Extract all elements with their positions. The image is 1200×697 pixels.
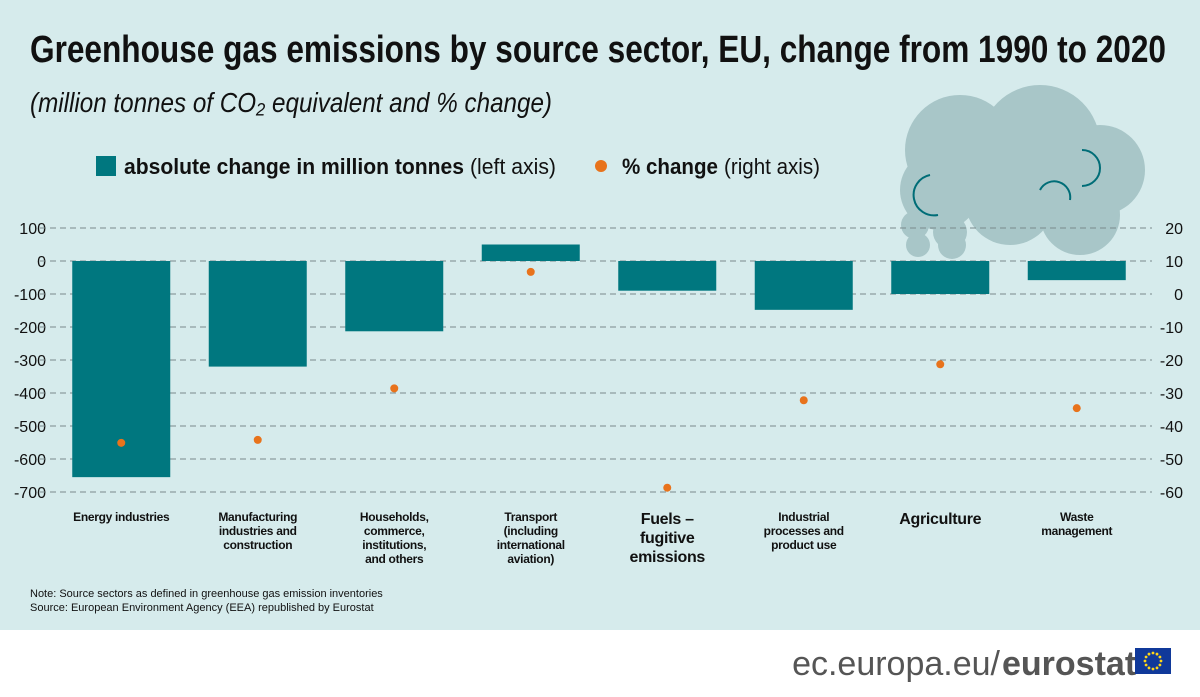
- dot: [253, 435, 262, 444]
- flag-star: [1159, 659, 1163, 663]
- x-tick-label: Agriculture: [899, 511, 982, 528]
- y2-tick-label: -40: [1160, 419, 1183, 436]
- flag-star: [1144, 655, 1148, 659]
- bar: [891, 261, 990, 294]
- y-tick-label: 0: [37, 254, 46, 271]
- dot: [390, 384, 399, 393]
- y-tick-label: 100: [19, 221, 46, 238]
- x-tick-label: Households, commerce, institutions, and …: [359, 510, 429, 566]
- dot: [936, 360, 945, 369]
- dot: [117, 438, 126, 447]
- y-tick-label: -700: [14, 485, 46, 502]
- source: Source: European Environment Agency (EEA…: [30, 602, 374, 614]
- bar: [345, 261, 444, 332]
- flag-star: [1155, 666, 1159, 670]
- legend-note: (left axis): [470, 154, 556, 179]
- flag-star: [1143, 659, 1147, 663]
- bar: [754, 261, 853, 310]
- flag-star: [1144, 663, 1148, 667]
- y-tick-label: -600: [14, 452, 46, 469]
- chart-subtitle: (million tonnes of CO₂ equivalent and % …: [30, 87, 552, 118]
- x-tick-label: Industrial processes and product use: [763, 510, 844, 552]
- eu-flag: [1135, 648, 1171, 674]
- y-tick-label: -500: [14, 419, 46, 436]
- chart-title: Greenhouse gas emissions by source secto…: [30, 29, 1166, 71]
- y-tick-label: -300: [14, 353, 46, 370]
- flag-star: [1158, 655, 1162, 659]
- dot: [1072, 404, 1081, 413]
- y-tick-label: -400: [14, 386, 46, 403]
- y-tick-label: -200: [14, 320, 46, 337]
- y2-tick-label: 10: [1165, 254, 1183, 271]
- x-tick-label: Manufacturing industries and constructio…: [218, 510, 298, 552]
- flag-star: [1147, 666, 1151, 670]
- bar: [1027, 261, 1126, 281]
- x-tick-label: Energy industries: [73, 510, 170, 524]
- bar: [618, 261, 717, 291]
- legend-label: absolute change in million tonnes: [124, 154, 464, 179]
- y-tick-label: -100: [14, 287, 46, 304]
- flag-star: [1147, 652, 1151, 656]
- flag-star: [1151, 651, 1155, 655]
- dot: [526, 267, 535, 276]
- y2-tick-label: -50: [1160, 452, 1183, 469]
- legend-swatch: [96, 156, 116, 176]
- dot: [799, 396, 808, 405]
- flag-star: [1158, 663, 1162, 667]
- legend-swatch: [595, 160, 607, 172]
- dot: [663, 483, 672, 492]
- y2-tick-label: -10: [1160, 320, 1183, 337]
- y2-tick-label: -60: [1160, 485, 1183, 502]
- footer-site: ec.europa.eu/: [792, 645, 1000, 683]
- y2-tick-label: -20: [1160, 353, 1183, 370]
- bar: [481, 244, 580, 261]
- x-tick-label: Transport (including international aviat…: [496, 510, 565, 566]
- y2-tick-label: 20: [1165, 221, 1183, 238]
- legend-note: (right axis): [724, 154, 820, 179]
- footer-brand: eurostat: [1002, 645, 1136, 683]
- x-tick-label: Fuels – fugitive emissions: [629, 511, 706, 566]
- flag-star: [1151, 667, 1155, 671]
- y2-tick-label: 0: [1174, 287, 1183, 304]
- bar: [208, 261, 307, 367]
- note: Note: Source sectors as defined in green…: [30, 588, 383, 600]
- x-tick-label: Waste management: [1041, 510, 1113, 538]
- flag-star: [1155, 652, 1159, 656]
- legend-label: % change: [622, 154, 718, 179]
- y2-tick-label: -30: [1160, 386, 1183, 403]
- cloud-decoration: [900, 85, 1145, 259]
